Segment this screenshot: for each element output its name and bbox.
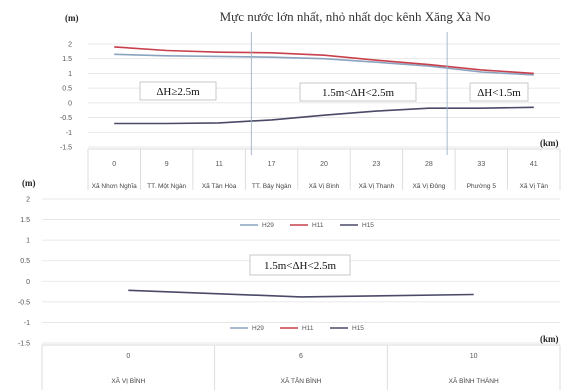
y-tick-label: -1 <box>24 320 30 327</box>
category-label: Xã Tân Hòa <box>202 183 237 190</box>
x-tick-label: 11 <box>215 161 222 168</box>
legend-label-h11: H11 <box>302 325 314 332</box>
legend-label-h29: H29 <box>262 222 274 229</box>
y-axis-unit: (m) <box>22 178 36 188</box>
legend-label-h29: H29 <box>252 325 264 332</box>
y-tick-label: 1 <box>68 71 72 78</box>
y-tick-label: 1.5 <box>62 56 72 63</box>
chart-title: Mực nước lớn nhất, nhỏ nhất dọc kênh Xăn… <box>220 9 491 24</box>
x-axis-unit: (km) <box>540 334 559 344</box>
annotation-label: 1.5m<ΔH<2.5m <box>264 260 336 272</box>
category-label: XÃ TÂN BÌNH <box>281 376 322 385</box>
x-tick-label: 6 <box>299 353 303 360</box>
y-tick-label: -0.5 <box>60 115 72 122</box>
legend-label-h11: H11 <box>312 222 324 229</box>
y-tick-label: 1 <box>26 238 30 245</box>
annotation-box <box>469 82 529 102</box>
y-tick-label: 0 <box>68 100 72 107</box>
x-tick-label: 17 <box>268 161 276 168</box>
annotation-box <box>299 82 417 102</box>
y-tick-label: 2 <box>26 197 30 204</box>
category-label: XÃ BÌNH THÀNH <box>449 376 499 385</box>
y-tick-label: -0.5 <box>18 299 30 306</box>
x-tick-label: 0 <box>126 353 130 360</box>
x-tick-label: 0 <box>112 161 116 168</box>
category-label: Xã Vị Đông <box>412 183 445 190</box>
chart-bottom: 2 1.5 1 0.5 0 -0.5 -1 -1.5 (m) (km) 0 6 10 XÃ VỊ BÌNH… <box>18 178 561 390</box>
x-tick-label: 20 <box>320 161 328 168</box>
category-label: XÃ VỊ BÌNH <box>111 376 145 385</box>
category-label: TT. Một Ngàn <box>147 183 186 190</box>
category-label: Xã Vị Thanh <box>359 183 395 190</box>
y-tick-label: 1.5 <box>20 217 30 224</box>
category-label: Xã Vị Tân <box>520 183 549 190</box>
annotation-label: ΔH<1.5m <box>477 87 521 99</box>
annotation-box <box>249 254 351 276</box>
y-tick-label: 0.5 <box>20 258 30 265</box>
y-axis-unit: (m) <box>65 13 79 23</box>
y-tick-label: 0.5 <box>62 86 72 93</box>
category-label: Xã Nhơn Nghĩa <box>92 183 137 190</box>
annotation-box <box>139 81 217 101</box>
legend-label-h15: H15 <box>362 222 374 229</box>
x-tick-label: 23 <box>373 161 381 168</box>
chart-top: Mực nước lớn nhất, nhỏ nhất dọc kênh Xăn… <box>60 9 561 229</box>
x-tick-label: 9 <box>165 161 169 168</box>
y-tick-label: 2 <box>68 42 72 49</box>
category-label: TT. Bảy Ngàn <box>252 183 292 190</box>
legend-label-h15: H15 <box>352 325 364 332</box>
series-line-h11 <box>114 46 534 75</box>
x-tick-label: 10 <box>470 353 478 360</box>
x-tick-label: 28 <box>425 161 433 168</box>
y-tick-label: -1.5 <box>60 145 72 152</box>
annotation-label: 1.5m<ΔH<2.5m <box>322 87 394 99</box>
y-tick-label: 0 <box>26 279 30 286</box>
series-line-h15 <box>114 106 534 125</box>
category-label: Xã Vị Bình <box>309 183 340 190</box>
y-tick-label: -1 <box>66 130 72 137</box>
x-axis-unit: (km) <box>540 138 559 148</box>
series-line-h15 <box>128 289 474 298</box>
x-tick-label: 33 <box>477 161 485 168</box>
annotation-label: ΔH≥2.5m <box>156 86 200 98</box>
x-tick-label: 41 <box>530 161 538 168</box>
category-label: Phường 5 <box>467 183 497 190</box>
series-line-h29 <box>114 53 534 76</box>
y-tick-label: -1.5 <box>18 341 30 348</box>
